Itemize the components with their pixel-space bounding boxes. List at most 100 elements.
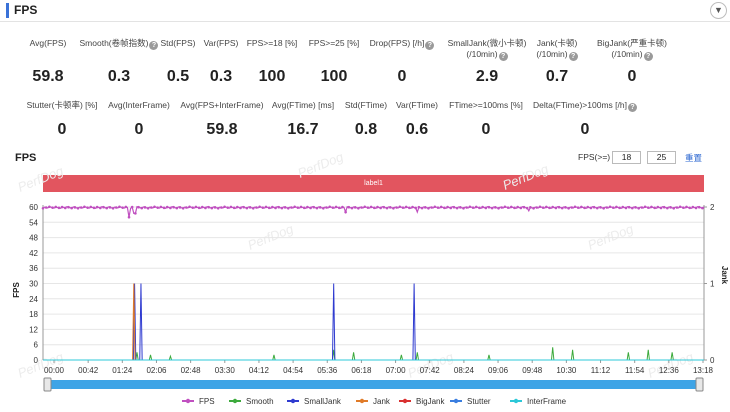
help-icon[interactable]: ? [643,52,653,61]
fps-point [83,205,86,209]
fps-point [229,205,233,209]
time-range-slider[interactable] [46,380,703,389]
fps-point [423,206,427,209]
fps-point [468,205,472,209]
fps-point [573,205,577,209]
fps-point [232,206,236,210]
help-icon[interactable]: ? [425,41,435,50]
legend-label: SmallJank [304,397,342,406]
legend-marker [453,398,459,404]
fps-point [395,206,398,209]
metric-value: 0 [57,121,67,138]
fps-point [60,205,64,209]
fps-point [656,205,660,209]
fps-point [487,205,491,209]
slider-handle-right[interactable] [695,377,704,392]
metric-row1-0: Avg(FPS) 59.8 [0,38,103,85]
help-icon[interactable]: ? [627,103,637,112]
y-tick-label: 18 [29,310,38,319]
fps-point [541,206,545,209]
label-band-text: label1 [364,180,383,187]
fps-point [694,206,698,210]
legend-label: InterFrame [527,397,567,406]
y-axis-title: FPS [12,282,21,298]
metric-value: 0 [481,121,491,138]
label-band[interactable]: label1 [43,175,704,192]
help-icon[interactable]: ? [568,52,578,61]
fps-point [63,206,67,210]
help-icon[interactable]: ? [149,41,159,50]
fps-point [643,205,647,209]
fps-point [688,206,691,210]
metric-value: 100 [258,68,286,85]
metric-row1-2: Std(FPS) 0.5 [123,38,233,85]
fps-point [392,206,395,210]
fps-point [611,206,615,209]
fps-point [334,205,338,209]
metric-row2-5: Var(FTime) 0.6 [362,100,472,138]
x-tick-label: 01:24 [112,366,133,375]
metric-label: Avg(FPS+InterFrame) [180,100,264,110]
metric-label: Jank(卡顿) (/10min)? [536,38,578,61]
fps-point [545,205,548,209]
legend-marker [290,398,296,404]
fps-point [681,206,685,209]
threshold-high-input[interactable]: 25 [647,151,676,164]
metric-value: 0 [627,68,637,85]
metric-label: Drop(FPS) [/h]? [347,38,457,50]
x-tick-label: 13:18 [693,366,714,375]
x-tick-label: 12:36 [659,366,680,375]
fps-point [239,206,242,210]
metric-value: 2.9 [475,68,499,85]
metric-row1-5: FPS>=25 [%] 100 [279,38,389,85]
threshold-low-input[interactable]: 18 [612,151,641,164]
x-tick-label: 06:18 [351,366,372,375]
fps-point [353,206,357,209]
fps-point [169,206,172,210]
fps-point [551,205,554,209]
fps-point [646,206,650,209]
reset-link[interactable]: 重置 [685,153,703,163]
slider-handle-left[interactable] [43,377,52,392]
fps-point [328,205,331,209]
fps-point [653,206,656,210]
y2-tick-label: 1 [710,280,715,289]
fps-point [331,206,335,209]
watermark: PerfDog [246,221,297,253]
fps-point [522,205,526,209]
x-tick-label: 07:00 [386,366,407,375]
fps-point [156,206,159,209]
fps-point [535,206,539,209]
fps-point [108,206,112,209]
x-tick-label: 10:30 [556,366,577,375]
fps-point [675,206,679,209]
fps-point [204,206,207,210]
fps-point [274,206,277,210]
fps-point [580,205,583,209]
fps-point [191,206,195,209]
fps-point [271,205,274,209]
x-tick-label: 09:06 [488,366,509,375]
fps-point [427,206,430,210]
fps-point [430,206,433,209]
fps-point [127,215,131,219]
fps-point [140,206,144,210]
fps-point [178,206,182,209]
metric-value: 0.5 [166,68,190,85]
fps-point [398,205,402,209]
fps-point [621,205,625,209]
metric-value: 0 [134,121,144,138]
help-icon[interactable]: ? [498,52,508,61]
y2-tick-label: 2 [710,203,715,212]
fps-point [372,206,376,210]
chevron-down-icon[interactable]: ▼ [710,2,727,19]
fps-point [490,206,494,210]
fps-point [506,206,510,209]
fps-point [194,205,198,209]
fps-point [627,205,631,209]
header-accent-bar [6,3,9,18]
fps-point [200,205,204,209]
metric-row2-3: Avg(FTime) [ms] 16.7 [248,100,358,138]
metric-label: Stutter(卡顿率) [%] [26,100,98,110]
fps-point [236,205,239,209]
